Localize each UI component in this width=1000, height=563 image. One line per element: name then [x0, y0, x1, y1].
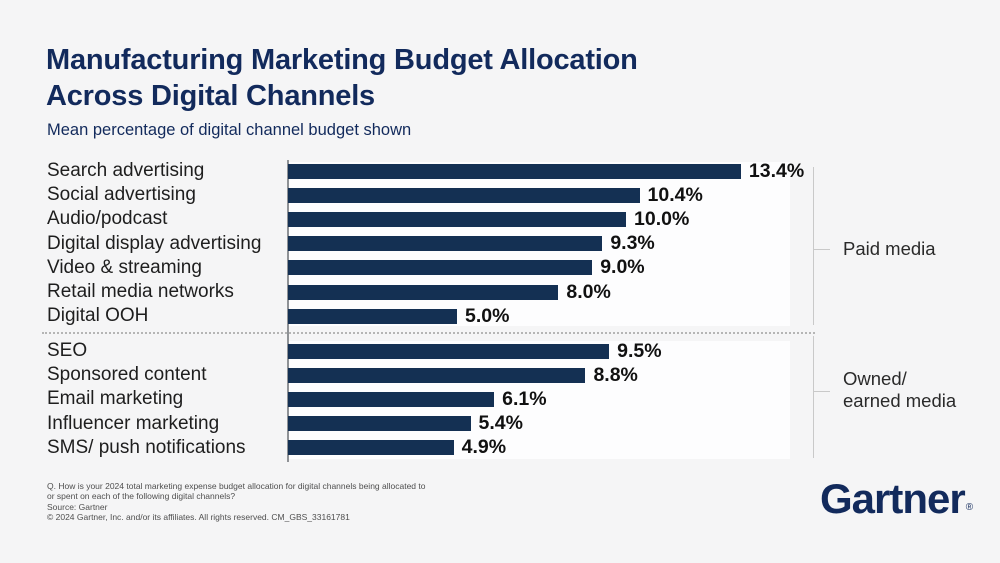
owned-earned-label-line2: earned media	[843, 390, 957, 411]
category-label: Influencer marketing	[47, 412, 220, 434]
value-label: 10.4%	[647, 183, 703, 206]
bar	[288, 260, 593, 276]
bar	[288, 391, 495, 407]
category-label: Retail media networks	[47, 281, 234, 303]
category-label: Audio/podcast	[47, 208, 168, 230]
owned-earned-label-line1: Owned/	[843, 368, 907, 389]
category-label: Digital OOH	[47, 305, 149, 327]
bar-and-value: 9.0%	[288, 256, 645, 280]
category-label: Search advertising	[47, 160, 205, 182]
bar-and-value: 8.8%	[288, 363, 638, 387]
paid-media-bracket-tick	[813, 249, 830, 250]
owned-earned-bracket	[813, 336, 814, 458]
chart-row: Digital OOH 5.0%	[47, 304, 817, 328]
bar	[288, 236, 603, 252]
bar-and-value: 10.4%	[288, 183, 703, 207]
bar-and-value: 5.4%	[288, 412, 523, 436]
footnote-question-line2: or spent on each of the following digita…	[47, 491, 236, 502]
owned-earned-label: Owned/ earned media	[843, 368, 956, 412]
bar	[288, 440, 454, 456]
bar-and-value: 13.4%	[288, 159, 804, 183]
owned-earned-bracket-tick	[813, 391, 830, 392]
chart-row: SEO 9.5%	[47, 339, 817, 363]
value-label: 9.0%	[600, 256, 645, 279]
category-label: Email marketing	[47, 388, 184, 410]
bar-and-value: 9.5%	[288, 339, 662, 363]
value-label: 5.4%	[478, 412, 523, 435]
chart-row: Video & streaming 9.0%	[47, 256, 817, 280]
value-label: 6.1%	[502, 387, 547, 410]
footnote-copyright: © 2024 Gartner, Inc. and/or its affiliat…	[47, 511, 350, 522]
group-separator-dotted-line	[42, 332, 815, 334]
bar	[288, 308, 457, 324]
chart-subtitle: Mean percentage of digital channel budge…	[47, 121, 412, 139]
chart-row: Influencer marketing 5.4%	[47, 412, 817, 436]
chart-row: Search advertising 13.4%	[47, 159, 817, 183]
category-label: SEO	[47, 340, 88, 362]
chart-row: Retail media networks 8.0%	[47, 280, 817, 304]
value-label: 8.0%	[566, 280, 611, 303]
bar-and-value: 4.9%	[288, 436, 506, 460]
bar	[288, 284, 559, 300]
chart-row: Email marketing 6.1%	[47, 387, 817, 411]
value-label: 9.3%	[610, 232, 655, 255]
chart-row: Audio/podcast 10.0%	[47, 207, 817, 231]
footnote-source: Source: Gartner	[47, 501, 108, 512]
bar-and-value: 6.1%	[288, 387, 547, 411]
gartner-logo-text: Gartner	[820, 475, 966, 522]
value-label: 8.8%	[593, 363, 638, 386]
bar	[288, 211, 626, 227]
chart-row: SMS/ push notifications 4.9%	[47, 436, 817, 460]
bar-and-value: 5.0%	[288, 304, 509, 328]
category-label: SMS/ push notifications	[47, 436, 246, 458]
bar	[288, 367, 586, 383]
chart-row: Digital display advertising 9.3%	[47, 232, 817, 256]
gartner-logo: Gartner®	[820, 475, 973, 523]
value-label: 10.0%	[634, 207, 690, 230]
bar-and-value: 10.0%	[288, 207, 689, 231]
chart-row: Social advertising 10.4%	[47, 183, 817, 207]
page-title: Manufacturing Marketing Budget Allocatio…	[46, 42, 638, 114]
footnote: Q. How is your 2024 total marketing expe…	[47, 481, 425, 522]
registered-trademark-icon: ®	[965, 502, 973, 513]
value-label: 13.4%	[748, 159, 805, 182]
paid-media-bracket	[813, 167, 814, 325]
category-label: Digital display advertising	[47, 232, 262, 254]
bar-and-value: 9.3%	[288, 232, 655, 256]
footnote-question-line1: Q. How is your 2024 total marketing expe…	[47, 481, 426, 491]
category-label: Video & streaming	[47, 256, 202, 278]
bar	[288, 187, 640, 203]
page-title-line2: Across Digital Channels	[46, 80, 375, 112]
value-label: 5.0%	[465, 304, 510, 327]
bar-and-value: 8.0%	[288, 280, 611, 304]
chart-row: Sponsored content 8.8%	[47, 363, 817, 387]
value-label: 4.9%	[461, 436, 507, 459]
paid-media-label: Paid media	[843, 238, 936, 259]
bar-group-paid-media: Search advertising 13.4% Social advertisin…	[47, 159, 817, 328]
bar-group-owned-earned: SEO 9.5% Sponsored content 8.8% Email market…	[47, 339, 817, 460]
bar	[288, 163, 741, 179]
category-label: Sponsored content	[47, 364, 207, 386]
category-label: Social advertising	[47, 184, 196, 206]
value-label: 9.5%	[617, 339, 662, 362]
bar	[288, 416, 471, 432]
bar	[288, 343, 610, 359]
page-title-line1: Manufacturing Marketing Budget Allocatio…	[46, 44, 638, 76]
